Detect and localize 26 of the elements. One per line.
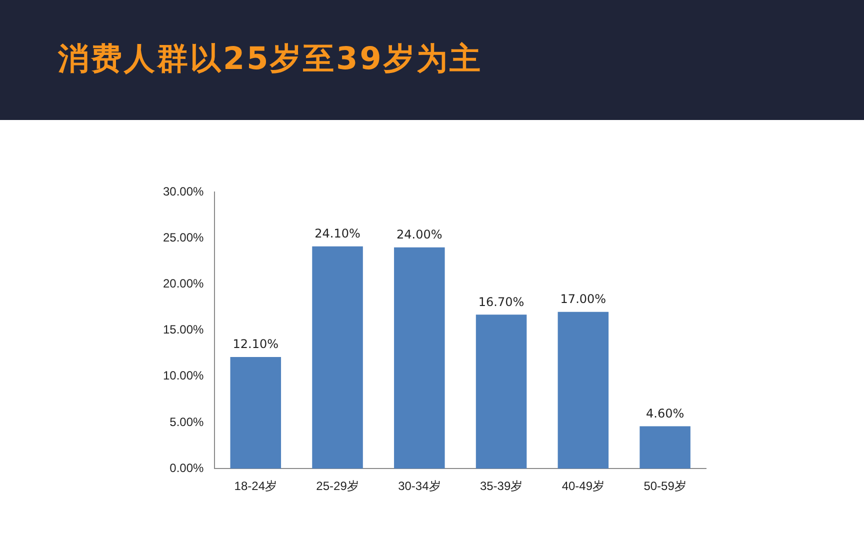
x-tick-label: 40-49岁: [562, 479, 605, 494]
chart-title: 消费人群以25岁至39岁为主: [58, 40, 482, 79]
bar: [394, 247, 445, 469]
bar: [230, 357, 282, 469]
y-tick-label: 30.00%: [162, 184, 204, 198]
y-tick-label: 10.00%: [162, 368, 204, 383]
y-tick-label: 15.00%: [162, 322, 204, 337]
data-label: 4.60%: [646, 406, 684, 420]
x-tick-label: 35-39岁: [480, 479, 523, 494]
data-label: 16.70%: [478, 294, 524, 309]
bar: [640, 426, 690, 469]
y-tick-label: 25.00%: [162, 230, 204, 244]
x-tick-label: 30-34岁: [398, 479, 441, 494]
x-tick-label: 50-59岁: [644, 479, 686, 494]
x-tick-label: 18-24岁: [234, 479, 277, 494]
data-label: 17.00%: [560, 292, 606, 306]
y-tick-label: 5.00%: [170, 414, 204, 429]
x-tick-label: 25-29岁: [316, 479, 359, 494]
y-tick-label: 0.00%: [170, 460, 204, 475]
data-label: 12.10%: [232, 337, 279, 352]
data-label: 24.00%: [396, 227, 442, 242]
bar: [558, 312, 609, 469]
bar: [312, 246, 363, 469]
bar: [476, 314, 527, 469]
data-label: 24.10%: [314, 226, 360, 241]
y-tick-label: 20.00%: [162, 276, 204, 291]
